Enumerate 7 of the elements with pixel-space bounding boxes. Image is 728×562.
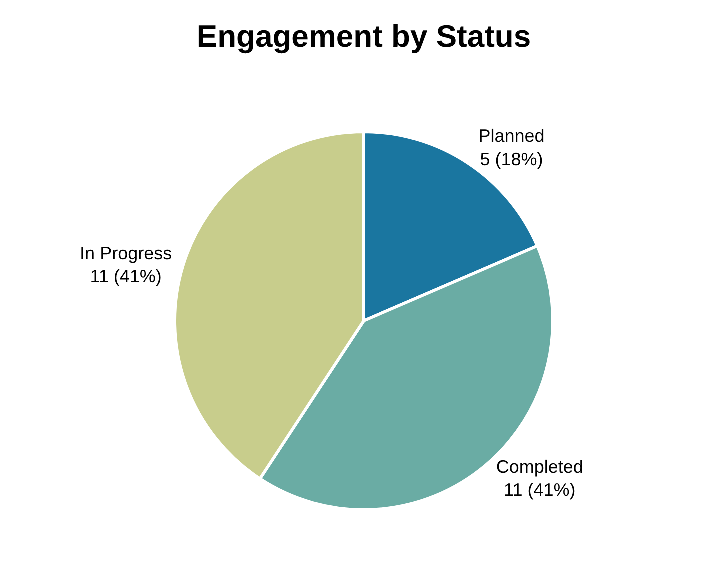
slice-label: In Progress: [80, 243, 172, 264]
slice-label: Planned: [478, 126, 545, 146]
slice-label: Completed: [496, 456, 584, 477]
data-label: 5 (18%): [480, 150, 544, 170]
chart-title: Engagement by Status: [196, 18, 532, 54]
data-label: 11 (41%): [504, 480, 576, 500]
data-label: 11 (41%): [90, 266, 162, 287]
